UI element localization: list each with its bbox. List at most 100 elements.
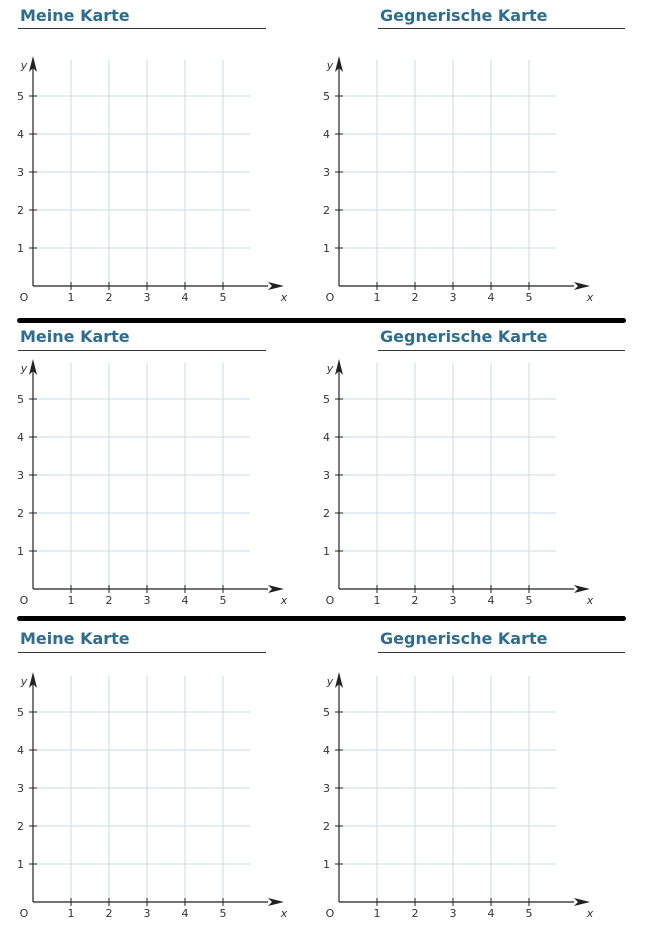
y-tick-label: 1 (323, 858, 330, 871)
y-tick-label: 3 (17, 166, 24, 179)
x-axis-arrow-icon (268, 898, 284, 906)
section-separator (17, 318, 626, 323)
x-tick-label: 1 (68, 594, 75, 607)
x-tick-label: 1 (68, 907, 75, 920)
x-tick-label: 2 (106, 291, 113, 304)
y-tick-label: 1 (17, 242, 24, 255)
y-tick-label: 2 (17, 204, 24, 217)
x-axis-label: x (280, 594, 288, 607)
x-tick-label: 5 (526, 594, 533, 607)
x-axis-arrow-icon (574, 282, 590, 290)
y-axis-label: y (20, 675, 28, 688)
x-axis-label: x (586, 291, 594, 304)
x-tick-label: 1 (68, 291, 75, 304)
y-axis-label: y (20, 362, 28, 375)
heading-opponent-map: Gegnerische Karte (380, 327, 548, 346)
y-tick-label: 3 (323, 166, 330, 179)
heading-opponent-map: Gegnerische Karte (380, 629, 548, 648)
x-axis-label: x (280, 291, 288, 304)
origin-label: O (20, 291, 29, 304)
x-tick-label: 4 (488, 291, 495, 304)
x-axis-label: x (280, 907, 288, 920)
y-axis-arrow-icon (29, 359, 37, 375)
y-tick-label: 4 (323, 431, 330, 444)
y-axis-label: y (326, 362, 334, 375)
x-tick-label: 2 (106, 594, 113, 607)
y-tick-label: 4 (17, 744, 24, 757)
x-axis-label: x (586, 594, 594, 607)
y-axis-arrow-icon (335, 359, 343, 375)
y-axis-arrow-icon (335, 672, 343, 688)
origin-label: O (326, 907, 335, 920)
heading-underline (18, 350, 266, 351)
y-tick-label: 5 (17, 393, 24, 406)
y-axis-label: y (20, 59, 28, 72)
x-tick-label: 4 (182, 594, 189, 607)
heading-underline (378, 652, 625, 653)
y-tick-label: 2 (323, 204, 330, 217)
y-tick-label: 5 (17, 90, 24, 103)
y-tick-label: 1 (323, 545, 330, 558)
x-tick-label: 4 (488, 907, 495, 920)
y-tick-label: 3 (323, 469, 330, 482)
y-tick-label: 2 (17, 507, 24, 520)
y-tick-label: 2 (17, 820, 24, 833)
y-axis-label: y (326, 59, 334, 72)
y-tick-label: 3 (323, 782, 330, 795)
heading-underline (18, 28, 266, 29)
x-tick-label: 3 (144, 291, 151, 304)
section-separator (17, 616, 626, 621)
x-tick-label: 1 (374, 907, 381, 920)
x-tick-label: 5 (220, 907, 227, 920)
y-axis-arrow-icon (29, 56, 37, 72)
x-axis-label: x (586, 907, 594, 920)
y-tick-label: 2 (323, 507, 330, 520)
x-axis-arrow-icon (574, 898, 590, 906)
x-axis-arrow-icon (574, 585, 590, 593)
y-tick-label: 1 (17, 545, 24, 558)
heading-my-map: Meine Karte (20, 6, 130, 25)
origin-label: O (326, 291, 335, 304)
y-tick-label: 3 (17, 782, 24, 795)
heading-underline (378, 28, 625, 29)
origin-label: O (20, 907, 29, 920)
x-tick-label: 1 (374, 594, 381, 607)
y-tick-label: 4 (323, 128, 330, 141)
x-tick-label: 2 (412, 594, 419, 607)
x-tick-label: 4 (182, 907, 189, 920)
x-tick-label: 3 (450, 291, 457, 304)
y-tick-label: 1 (323, 242, 330, 255)
y-tick-label: 3 (17, 469, 24, 482)
origin-label: O (20, 594, 29, 607)
y-tick-label: 2 (323, 820, 330, 833)
x-tick-label: 3 (450, 907, 457, 920)
heading-underline (378, 350, 625, 351)
y-tick-label: 5 (323, 90, 330, 103)
x-tick-label: 2 (412, 907, 419, 920)
x-tick-label: 5 (526, 907, 533, 920)
y-axis-arrow-icon (335, 56, 343, 72)
y-tick-label: 4 (323, 744, 330, 757)
heading-my-map: Meine Karte (20, 629, 130, 648)
x-tick-label: 3 (144, 594, 151, 607)
heading-opponent-map: Gegnerische Karte (380, 6, 548, 25)
y-tick-label: 5 (323, 393, 330, 406)
x-tick-label: 2 (106, 907, 113, 920)
heading-my-map: Meine Karte (20, 327, 130, 346)
y-tick-label: 5 (323, 706, 330, 719)
x-tick-label: 3 (144, 907, 151, 920)
x-tick-label: 1 (374, 291, 381, 304)
x-tick-label: 3 (450, 594, 457, 607)
x-axis-arrow-icon (268, 282, 284, 290)
x-tick-label: 5 (526, 291, 533, 304)
x-axis-arrow-icon (268, 585, 284, 593)
x-tick-label: 4 (488, 594, 495, 607)
x-tick-label: 2 (412, 291, 419, 304)
x-tick-label: 5 (220, 594, 227, 607)
